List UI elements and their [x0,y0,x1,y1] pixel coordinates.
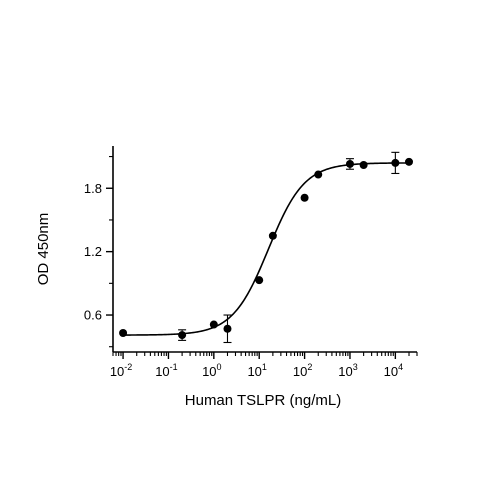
y-axis-title: OD 450nm [35,213,52,286]
data-point [391,158,400,167]
data-point [359,161,368,170]
y-tick-label: 0.6 [84,308,102,323]
axis-x: 10-2 10-1 100 101 102 103 104 [110,351,418,379]
axis-y: 0.6 1.2 1.8 [84,146,114,352]
data-point [119,328,128,337]
y-ticks: 0.6 1.2 1.8 [84,156,113,348]
x-tick-label: 10-2 [110,362,132,379]
data-point [300,193,309,202]
data-point [223,324,232,333]
fit-curve [123,162,410,336]
data-point [405,157,414,166]
x-tick-label: 101 [247,362,266,379]
data-point [209,320,218,329]
x-tick-label: 104 [384,362,403,379]
data-point [268,231,277,240]
data-point [345,159,354,168]
data-point [314,170,323,179]
data-points [119,151,414,344]
x-tick-label: 10-1 [155,362,177,379]
y-tick-label: 1.2 [84,244,102,259]
x-axis-title: Human TSLPR (ng/mL) [185,392,341,409]
x-tick-label: 103 [338,362,357,379]
x-tick-label: 102 [293,362,312,379]
data-point [255,276,264,285]
x-tick-label: 100 [202,362,221,379]
data-point [178,331,187,340]
y-tick-label: 1.8 [84,181,102,196]
x-ticks: 10-2 10-1 100 101 102 103 104 [110,352,418,379]
